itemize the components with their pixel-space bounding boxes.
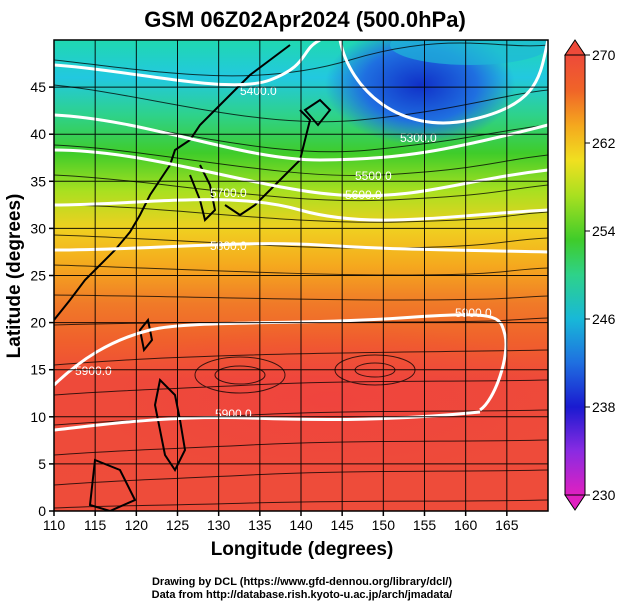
x-tick-label: 110 [43, 517, 66, 533]
colorbar-tick-label: 246 [592, 311, 616, 327]
colorbar-tick-label: 262 [592, 135, 616, 151]
streamline [54, 499, 548, 509]
colorbar-ticks: 270 262 254 246 238 230 [585, 47, 616, 503]
x-tick-label: 150 [372, 517, 396, 533]
contour-label: 5900.0 [455, 306, 492, 320]
colorbar: 270 262 254 246 238 230 [564, 39, 616, 511]
contour-5400 [54, 40, 321, 87]
colorbar-tick-label: 254 [592, 223, 616, 239]
x-tick-label: 155 [413, 517, 437, 533]
colorbar-tick-label: 270 [592, 47, 616, 63]
x-axis-ticks: 110 115 120 125 130 135 140 145 150 155 160 165 [43, 511, 519, 533]
x-tick-label: 135 [248, 517, 272, 533]
contour-5600 [54, 148, 548, 198]
y-tick-label: 5 [38, 456, 46, 472]
philippines-coast [153, 377, 187, 472]
colorbar-body [564, 54, 586, 496]
contour-5800 [54, 242, 548, 254]
anticyclone-eddy [214, 365, 266, 385]
x-tick-label: 160 [454, 517, 478, 533]
streamline [54, 317, 548, 326]
warm-core [100, 320, 548, 480]
colorbar-top-arrow [564, 39, 586, 56]
contour-label: 5800.0 [210, 239, 247, 253]
contour-5900-north [54, 313, 508, 412]
y-tick-label: 15 [30, 362, 46, 378]
streamline [54, 439, 548, 456]
x-tick-label: 120 [125, 517, 149, 533]
y-tick-label: 0 [38, 503, 46, 519]
contour-label: 5600.0 [345, 188, 382, 202]
contour-label: 5900.0 [75, 364, 112, 378]
credit-line-1: Drawing by DCL (https://www.gfd-dennou.o… [152, 576, 452, 588]
y-tick-label: 35 [30, 173, 46, 189]
streamline [54, 294, 548, 301]
y-tick-label: 40 [30, 126, 46, 142]
y-tick-label: 45 [30, 79, 46, 95]
y-tick-label: 10 [30, 409, 46, 425]
contour-label: 5900.0 [215, 407, 252, 421]
coastlines [54, 44, 332, 511]
hokkaido-coast [303, 98, 332, 127]
x-tick-label: 130 [207, 517, 231, 533]
anticyclone-eddy [194, 356, 286, 394]
contour-5900-south [54, 410, 481, 432]
colorbar-bottom-arrow [564, 494, 586, 511]
streamlines [54, 42, 548, 509]
japan-coast [224, 109, 312, 217]
contour-label: 5500.0 [355, 169, 392, 183]
x-tick-label: 115 [84, 517, 107, 533]
x-tick-label: 145 [330, 517, 354, 533]
colorbar-tick-label: 238 [592, 399, 616, 415]
streamline [54, 42, 548, 77]
x-tick-label: 140 [289, 517, 313, 533]
x-axis-label: Longitude (degrees) [211, 539, 394, 560]
streamline [54, 379, 548, 396]
contour-5700 [54, 198, 548, 222]
asia-coast [54, 44, 291, 321]
contour-label: 5300.0 [400, 131, 437, 145]
x-tick-label: 125 [166, 517, 190, 533]
figure-title: GSM 06Z02Apr2024 (500.0hPa) [144, 7, 466, 32]
colorbar-tick-label: 230 [592, 487, 616, 503]
plot-area: 5400.0 5300.0 5500.0 5600.0 5700.0 5800.… [54, 40, 548, 511]
y-tick-label: 30 [30, 220, 46, 236]
streamline [54, 144, 548, 177]
grid-lines [54, 40, 548, 511]
streamline [54, 204, 548, 223]
contour-5300 [338, 40, 548, 125]
x-tick-label: 165 [495, 517, 519, 533]
y-tick-label: 25 [30, 268, 46, 284]
credit-line-2: Data from http://database.rish.kyoto-u.a… [152, 589, 453, 601]
y-tick-label: 20 [30, 315, 46, 331]
streamline [54, 409, 548, 426]
streamline [54, 349, 548, 366]
cold-core-north [390, 40, 548, 65]
y-axis-ticks: 0 5 10 15 20 25 30 35 40 45 [30, 79, 54, 519]
contour-label: 5700.0 [210, 186, 247, 200]
y-axis-label: Latitude (degrees) [4, 194, 25, 359]
streamline [54, 469, 548, 486]
streamline [54, 264, 548, 276]
contour-label: 5400.0 [240, 84, 277, 98]
streamline [54, 174, 548, 202]
